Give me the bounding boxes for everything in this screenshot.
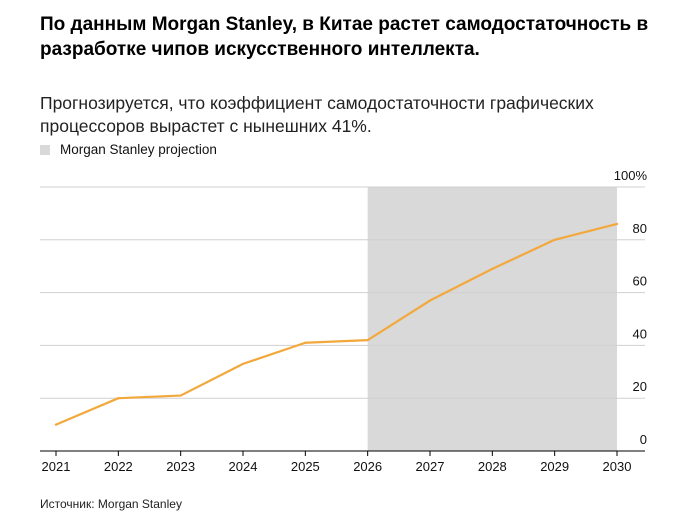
data-point-2024 xyxy=(241,362,245,365)
x-tick-label-2024: 2024 xyxy=(229,459,258,474)
title-highlight: Morgan Stanley xyxy=(151,14,292,35)
title-prefix: По данным xyxy=(40,14,152,35)
data-point-2022 xyxy=(117,397,120,400)
data-point-2023 xyxy=(179,394,182,397)
x-tick-label-2022: 2022 xyxy=(104,459,133,474)
y-tick-label-60: 60 xyxy=(633,274,647,289)
title-suffix: , в Китае растет самодостаточность в раз… xyxy=(40,14,649,60)
projection-band xyxy=(367,187,617,451)
data-point-2025 xyxy=(304,341,307,344)
x-tick-label-2026: 2026 xyxy=(353,459,382,474)
x-tick-label-2027: 2027 xyxy=(416,459,445,474)
source-note: Источник: Morgan Stanley xyxy=(40,497,182,511)
legend: Morgan Stanley projection xyxy=(40,142,217,157)
y-tick-label-20: 20 xyxy=(633,379,647,394)
x-tick-label-2021: 2021 xyxy=(42,459,71,474)
y-tick-label-40: 40 xyxy=(633,326,647,341)
legend-swatch-projection xyxy=(40,144,50,155)
series-line-0 xyxy=(54,222,619,426)
data-point-2030 xyxy=(615,222,619,226)
y-tick-label-80: 80 xyxy=(633,221,647,236)
legend-label-projection: Morgan Stanley projection xyxy=(60,142,217,157)
data-point-2027 xyxy=(428,299,432,302)
data-point-2026 xyxy=(366,339,369,342)
chart-title: По данным Morgan Stanley, в Китае растет… xyxy=(40,12,660,62)
x-tick-label-2030: 2030 xyxy=(603,459,632,474)
x-tick-label-2023: 2023 xyxy=(166,459,195,474)
data-point-2021 xyxy=(54,423,58,426)
x-tick-label-2029: 2029 xyxy=(540,459,569,474)
chart-subtitle: Прогнозируется, что коэффициент самодост… xyxy=(40,93,594,136)
y-tick-label-100: 100% xyxy=(614,168,648,183)
data-point-2029 xyxy=(553,238,556,241)
x-tick-label-2028: 2028 xyxy=(478,459,507,474)
x-tick-label-2025: 2025 xyxy=(291,459,320,474)
y-tick-label-0: 0 xyxy=(640,432,647,447)
data-point-2028 xyxy=(491,267,494,270)
